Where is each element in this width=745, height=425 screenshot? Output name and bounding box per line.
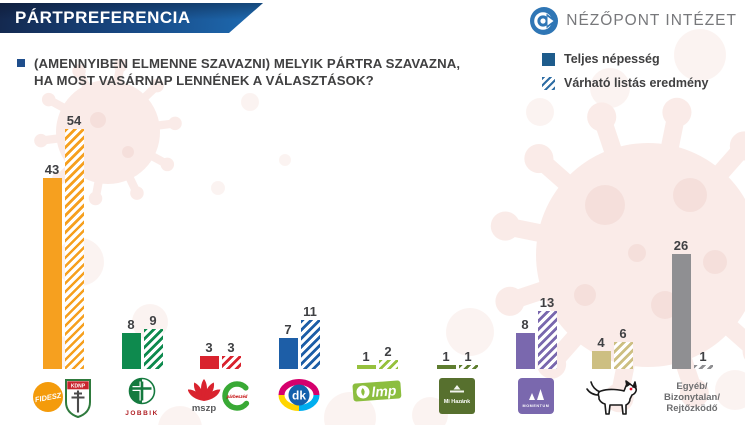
fidesz-kdnp-logo: FIDESZ KDNP xyxy=(33,379,91,419)
bar-mszp-parbeszed-expected xyxy=(221,355,241,369)
bar-value-lmp-expected: 2 xyxy=(384,344,392,360)
bar-mi-hazank-expected xyxy=(458,364,478,369)
bar-dk-total xyxy=(278,337,298,369)
bar-value-momentum-expected: 13 xyxy=(539,295,555,311)
bar-lmp-expected xyxy=(378,360,398,369)
chart-legend: Teljes népesség Várható listás eredmény xyxy=(542,52,709,100)
party-logo-dk: dk xyxy=(257,377,341,415)
party-logo-egyeb: Egyéb/ Bizonytalan/ Rejtőzködő xyxy=(650,377,734,414)
bar-value-jobbik-total: 8 xyxy=(127,317,135,333)
brand-name: NÉZŐPONT INTÉZET xyxy=(566,12,737,29)
party-logo-jobbik: JOBBIK xyxy=(100,377,184,421)
page-title-banner: PÁRTPREFERENCIA xyxy=(0,3,263,33)
party-logo-lmp: lmp xyxy=(335,377,419,407)
svg-text:Mi Hazánk: Mi Hazánk xyxy=(444,399,470,405)
bar-value-mszp-parbeszed-expected: 3 xyxy=(227,339,235,355)
bar-momentum-expected xyxy=(537,311,557,369)
bar-mszp-parbeszed-total xyxy=(199,355,219,369)
survey-question-text: (AMENNYIBEN ELMENNE SZAVAZNI) MELYIK PÁR… xyxy=(34,56,460,89)
bar-value-dk-expected: 11 xyxy=(303,304,317,320)
bar-value-mkkp-total: 4 xyxy=(597,335,605,351)
bar-jobbik-total xyxy=(121,333,141,369)
bar-mkkp-total xyxy=(591,351,611,369)
bar-value-fidesz-kdnp-expected: 54 xyxy=(66,113,82,129)
jobbik-logo: JOBBIK xyxy=(125,377,159,417)
legend-swatch-hatched-icon xyxy=(542,76,555,90)
page-title: PÁRTPREFERENCIA xyxy=(15,8,191,27)
bar-mkkp-expected xyxy=(613,342,633,369)
bar-value-lmp-total: 1 xyxy=(362,348,370,364)
svg-text:párbeszéd: párbeszéd xyxy=(226,394,248,399)
legend-item-expected-result: Várható listás eredmény xyxy=(542,76,709,90)
svg-text:dk: dk xyxy=(292,389,306,403)
bar-fidesz-kdnp-total xyxy=(42,178,62,369)
bar-mi-hazank-total xyxy=(436,364,456,369)
survey-question: (AMENNYIBEN ELMENNE SZAVAZNI) MELYIK PÁR… xyxy=(17,56,460,89)
svg-text:mszp: mszp xyxy=(192,403,216,414)
bar-value-dk-total: 7 xyxy=(284,321,292,337)
legend-item-total-population: Teljes népesség xyxy=(542,52,709,66)
bar-value-mszp-parbeszed-total: 3 xyxy=(205,339,213,355)
nezopont-logo-icon xyxy=(530,7,559,35)
bar-value-fidesz-kdnp-total: 43 xyxy=(44,162,60,178)
svg-text:KDNP: KDNP xyxy=(71,384,86,390)
legend-label-expected: Várható listás eredmény xyxy=(564,76,709,90)
bar-value-mi-hazank-expected: 1 xyxy=(464,348,472,364)
bar-value-momentum-total: 8 xyxy=(521,317,529,333)
bar-dk-expected xyxy=(300,320,320,369)
survey-question-line2: HA MOST VASÁRNAP LENNÉNEK A VÁLASZTÁSOK? xyxy=(34,72,374,88)
bar-jobbik-expected xyxy=(143,329,163,369)
bar-value-jobbik-expected: 9 xyxy=(149,313,157,329)
bar-egyeb-expected xyxy=(693,364,713,369)
legend-label-total: Teljes népesség xyxy=(564,52,660,66)
bar-egyeb-total xyxy=(671,253,691,369)
bar-value-egyeb-expected: 1 xyxy=(699,348,707,364)
svg-text:JOBBIK: JOBBIK xyxy=(125,410,159,417)
bar-value-mi-hazank-total: 1 xyxy=(442,348,450,364)
svg-text:lmp: lmp xyxy=(371,382,397,400)
lmp-logo: lmp xyxy=(352,380,402,402)
bar-lmp-total xyxy=(356,364,376,369)
bar-momentum-total xyxy=(515,333,535,369)
mi-hazank-logo: Mi Hazánk xyxy=(439,378,475,414)
bar-value-egyeb-total: 26 xyxy=(673,237,689,253)
survey-question-line1: (AMENNYIBEN ELMENNE SZAVAZNI) MELYIK PÁR… xyxy=(34,56,461,71)
momentum-logo: MOMENTUM xyxy=(518,378,554,414)
party-logo-momentum: MOMENTUM xyxy=(494,377,578,415)
mszp-parbeszed-logo: mszp párbeszéd xyxy=(188,379,252,414)
svg-text:MOMENTUM: MOMENTUM xyxy=(523,404,550,408)
dk-logo: dk xyxy=(278,379,320,411)
party-logo-mi-hazank: Mi Hazánk xyxy=(415,377,499,415)
bar-fidesz-kdnp-expected xyxy=(64,129,84,369)
bar-value-mkkp-expected: 6 xyxy=(619,326,627,342)
party-logo-mszp-parbeszed: mszp párbeszéd xyxy=(178,377,262,421)
two-tailed-dog-logo xyxy=(586,380,638,415)
bullet-square-icon xyxy=(17,59,25,67)
other-category-label: Egyéb/ Bizonytalan/ Rejtőzködő xyxy=(664,381,720,414)
legend-swatch-solid-icon xyxy=(542,52,555,66)
brand-logo: NÉZŐPONT INTÉZET xyxy=(530,7,737,35)
party-logo-fidesz-kdnp: FIDESZ KDNP xyxy=(21,377,105,421)
party-logo-mkkp xyxy=(570,377,654,419)
